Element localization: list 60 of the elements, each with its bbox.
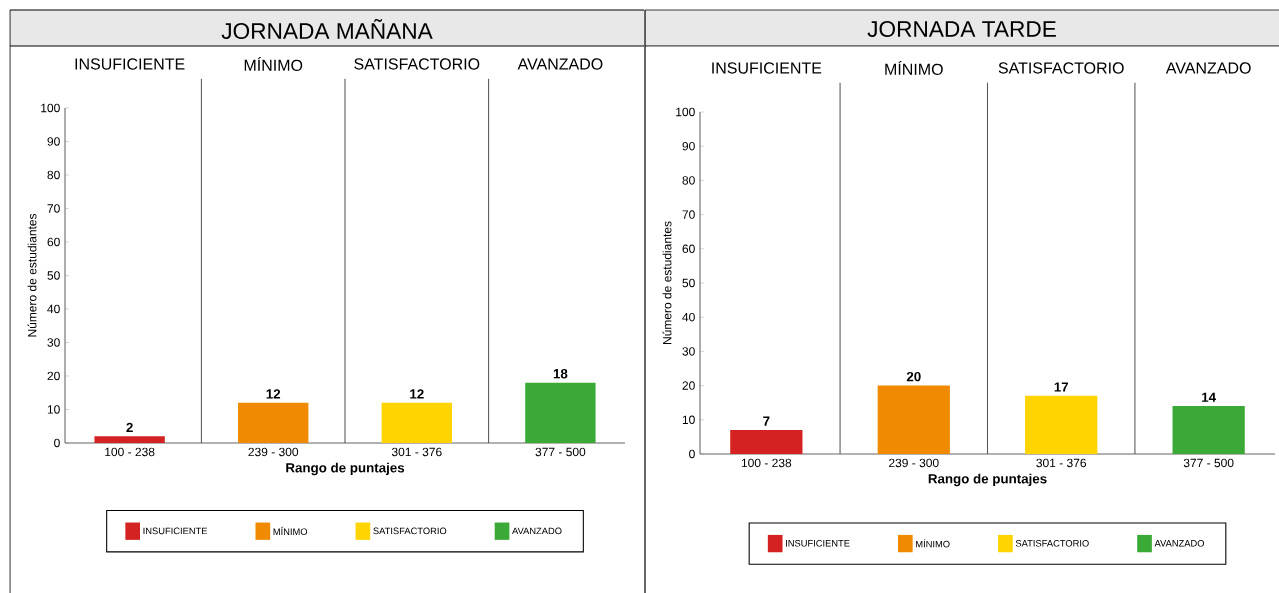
y-axis-title: Número de estudiantes [27, 213, 37, 337]
y-axis-title: Número de estudiantes [662, 221, 672, 345]
y-tick-label: 30 [47, 338, 60, 347]
legend-label: MÍNIMO [916, 539, 950, 548]
text: MÍNIMO [885, 60, 943, 75]
x-tick-label: 239 - 300 [248, 447, 299, 457]
legend-label: MÍNIMO [273, 526, 308, 535]
y-tick-label: 10 [47, 405, 60, 414]
legend-label: INSUFICIENTE [143, 527, 208, 535]
y-tick-label: 100 [676, 107, 695, 117]
y-tick-label: 60 [47, 237, 60, 247]
x-tick-label: 239 - 300 [889, 458, 939, 468]
legend-label: SATISFACTORIO [1015, 540, 1089, 547]
x-tick-label: 377 - 500 [1183, 458, 1234, 468]
y-tick-label: 0 [54, 438, 60, 448]
y-tick-label: 20 [47, 371, 60, 381]
y-tick-label: 80 [682, 176, 695, 185]
text: AVANZADO [1165, 62, 1251, 74]
text: INSUFICIENTE [75, 58, 185, 70]
data-label: 14 [1202, 392, 1216, 402]
y-tick-label: 70 [682, 210, 695, 219]
legend-label: INSUFICIENTE [786, 540, 850, 547]
x-tick-label: 100 - 238 [741, 458, 792, 468]
y-tick-label: 60 [682, 244, 695, 254]
text: SATISFACTORIO [354, 58, 480, 70]
x-axis-title: Rango de puntajes [286, 462, 405, 476]
y-tick-label: 80 [47, 170, 60, 180]
x-tick-label: 377 - 500 [535, 447, 586, 457]
text: SATISFACTORIO [998, 62, 1124, 74]
data-label: 18 [553, 368, 568, 379]
data-label: 17 [1054, 382, 1069, 392]
y-tick-label: 90 [47, 137, 60, 146]
y-tick-label: 90 [682, 141, 695, 151]
y-tick-label: 50 [47, 271, 60, 280]
y-tick-label: 100 [41, 103, 60, 113]
data-label: 2 [126, 422, 133, 433]
legend-label: AVANZADO [1154, 540, 1205, 547]
y-tick-label: 0 [689, 449, 695, 459]
data-label: 12 [266, 389, 281, 399]
y-tick-label: 50 [682, 278, 695, 288]
x-tick-label: 100 - 238 [105, 447, 155, 457]
data-label: 7 [763, 416, 770, 426]
x-axis-title: Rango de puntajes [928, 473, 1047, 487]
legend-label: SATISFACTORIO [373, 527, 447, 535]
x-tick-label: 301 - 376 [1036, 458, 1087, 468]
data-label: 12 [410, 389, 424, 399]
data-label: 20 [906, 371, 921, 382]
text: INSUFICIENTE [712, 62, 822, 74]
y-tick-label: 70 [47, 204, 60, 213]
y-tick-label: 20 [682, 381, 695, 390]
text: MÍNIMO [244, 56, 303, 71]
y-tick-label: 30 [682, 347, 695, 356]
y-tick-label: 10 [682, 415, 695, 425]
legend-label: AVANZADO [512, 527, 562, 535]
chart-title: JORNADA TARDE [867, 20, 1056, 38]
y-tick-label: 40 [682, 312, 695, 322]
x-tick-label: 301 - 376 [391, 447, 442, 457]
text: AVANZADO [517, 58, 603, 70]
chart-title: JORNADA MAÑANA [221, 18, 433, 40]
y-tick-label: 40 [47, 304, 60, 314]
